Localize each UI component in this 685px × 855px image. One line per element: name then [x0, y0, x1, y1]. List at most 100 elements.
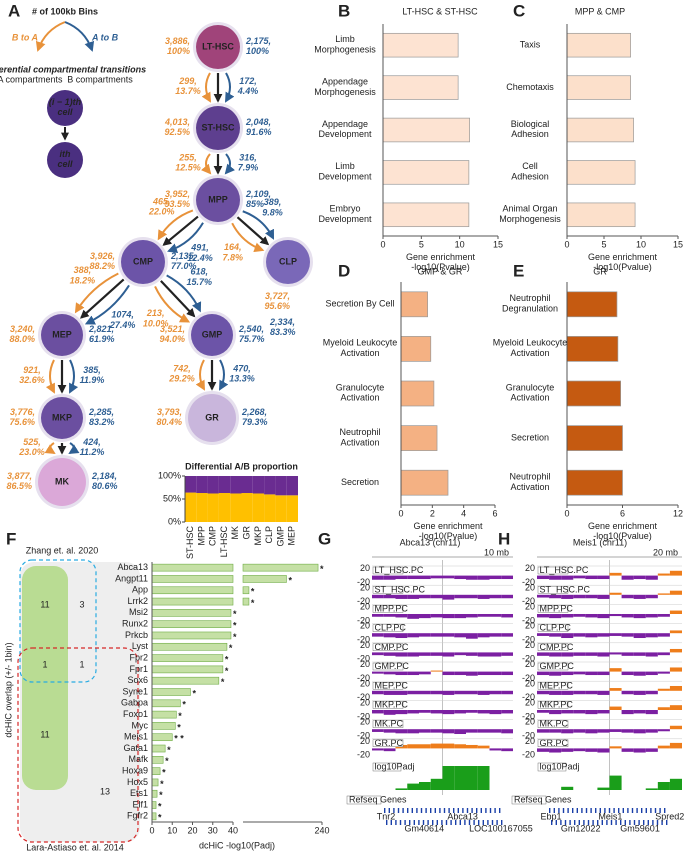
pc-bar: [395, 671, 408, 676]
cell-name: CMP: [133, 256, 153, 266]
gene-block: [650, 808, 652, 813]
pc-bar: [645, 614, 658, 618]
bar: [400, 469, 449, 496]
b-to-a-count: 3,727, 95.6%: [264, 291, 290, 311]
bar-segment: [286, 476, 298, 496]
gene-block: [422, 820, 425, 825]
category-label: Secretion: [511, 432, 549, 442]
panel-label: G: [318, 529, 331, 548]
pc-bar: [549, 710, 562, 715]
a-to-b-arrow: [68, 442, 80, 455]
a-to-b-arrow: [224, 153, 235, 175]
padj-bar: [561, 786, 574, 790]
b-to-a-count: 3,952, 93.5%: [164, 189, 190, 209]
pc-bar: [466, 594, 478, 599]
bar-segment: [207, 476, 219, 494]
bar: [151, 756, 164, 764]
venn-axis-label: dcHiC overlap (+/- 1bin): [3, 642, 13, 737]
pc-bar: [466, 671, 478, 676]
bar-segment: [185, 476, 197, 493]
pc-bar: [609, 572, 622, 576]
gene-block: [443, 808, 446, 813]
pc-bar: [501, 729, 513, 734]
gene-block: [578, 820, 580, 825]
padj-bar: [669, 778, 682, 790]
bar: [566, 425, 623, 451]
gene-block: [636, 808, 638, 813]
pc-bar: [645, 748, 658, 752]
pc-bar: [466, 729, 478, 733]
gene-block: [666, 820, 668, 825]
pc-bar: [669, 705, 682, 710]
padj-bar: [442, 766, 455, 790]
bar-continued: [242, 597, 250, 606]
cell-name: MPP: [208, 194, 228, 204]
pc-bar: [621, 671, 634, 676]
pc-bar: [501, 575, 513, 580]
a-comp: A compartments: [0, 74, 63, 84]
track-tick: -20: [522, 577, 535, 587]
gene-block: [430, 808, 432, 813]
x-tick-label: 15: [673, 239, 683, 249]
pc-bar: [621, 690, 634, 695]
a-subtitle: Differential compartmental transitions: [0, 64, 146, 74]
pc-bar: [585, 748, 598, 752]
pc-bar: [501, 671, 513, 676]
track-tick: -20: [522, 654, 535, 664]
gene-block: [476, 808, 478, 813]
gene-block: [388, 808, 390, 813]
significance-star: *: [180, 734, 184, 744]
pc-bar: [537, 652, 550, 656]
cell-i-label: ith cell: [57, 149, 73, 169]
significance-star: *: [233, 621, 237, 631]
gene-block: [473, 820, 475, 825]
pc-bar: [407, 690, 419, 695]
category-label: Appendage Development: [318, 119, 372, 139]
bar: [151, 801, 157, 809]
pc-bar: [419, 575, 431, 580]
category-label: Biological Adhesion: [511, 119, 550, 139]
track-tick: -20: [357, 750, 370, 760]
bar: [151, 812, 157, 821]
panel-label: F: [6, 529, 16, 548]
track-tick: 20: [360, 717, 370, 727]
x-tick-label: CLP: [264, 526, 274, 544]
x-tick-label: LT-HSC: [219, 526, 229, 558]
pc-bar: [609, 729, 622, 732]
bar-segment: [218, 493, 231, 522]
y-tick-label: 0%: [168, 516, 181, 526]
pc-bar: [383, 671, 396, 675]
x-tick-label: MEP: [287, 526, 297, 546]
cell-node: [41, 397, 83, 439]
cell-node: [196, 178, 240, 222]
panel-label: H: [498, 529, 510, 548]
track-label-box: [537, 643, 569, 651]
category-label: Abca13: [117, 562, 148, 572]
track-tick: 20: [360, 659, 370, 669]
bar: [151, 642, 228, 651]
pc-bar: [419, 744, 431, 749]
category-label: Fpr1: [129, 664, 148, 674]
pc-bar: [645, 690, 658, 695]
pc-bar: [573, 594, 586, 599]
gene-block: [434, 808, 436, 813]
pc-bar: [395, 614, 408, 618]
pc-bar: [501, 614, 513, 618]
cell-node: [38, 458, 86, 506]
cell-name: MEP: [52, 329, 72, 339]
pc-bar: [561, 710, 574, 714]
gene-block: [459, 820, 461, 825]
pc-bar: [454, 710, 466, 714]
track-tick: -20: [522, 673, 535, 683]
track-tick: 20: [525, 678, 535, 688]
gene-block: [439, 808, 441, 813]
x-tick-label: 20: [187, 825, 197, 835]
b-to-a-count: 3,521, 94.0%: [159, 324, 185, 344]
category-label: Embryo Development: [318, 204, 372, 224]
pc-bar: [597, 671, 610, 676]
track-tick: -20: [357, 577, 370, 587]
cell-name: LT-HSC: [202, 41, 234, 51]
pc-bar: [537, 614, 550, 618]
venn-count: 11: [40, 599, 49, 609]
